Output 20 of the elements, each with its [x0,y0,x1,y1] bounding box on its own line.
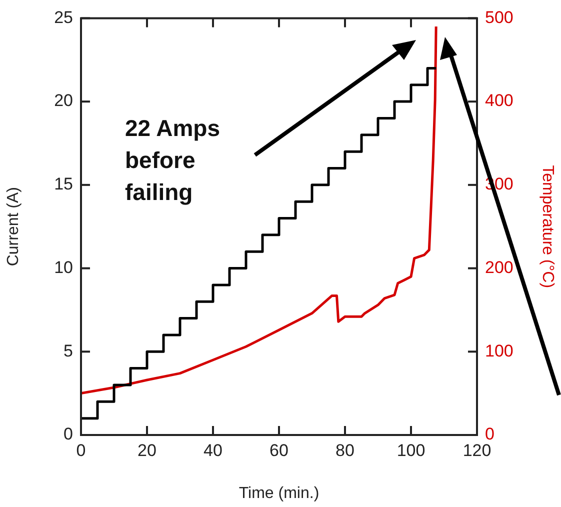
y-tick-label: 0 [64,424,73,444]
annotation: 22 Amps before failing [125,114,222,208]
y2-tick-label: 400 [485,91,514,110]
y2-tick-label: 500 [485,8,514,27]
y2-tick-label: 100 [485,341,514,360]
x-tick-label: 0 [76,440,86,460]
y2-tick-label: 200 [485,258,514,277]
y-tick-label: 15 [54,174,73,194]
x-tick-label: 20 [138,440,156,460]
x-tick-label: 60 [270,440,288,460]
x-axis-title: Time (min.) [238,484,320,502]
y-tick-label: 10 [54,258,73,277]
x-tick-label: 100 [396,440,426,460]
y-axis-title: Current (A) [5,187,22,266]
y-tick-label: 25 [54,8,73,27]
y-tick-label: 5 [64,341,73,360]
x-tick-label: 80 [336,440,354,460]
x-tick-label: 40 [204,440,222,460]
y2-axis-title: Temperature (°C) [538,165,556,288]
y-tick-label: 20 [54,91,73,110]
